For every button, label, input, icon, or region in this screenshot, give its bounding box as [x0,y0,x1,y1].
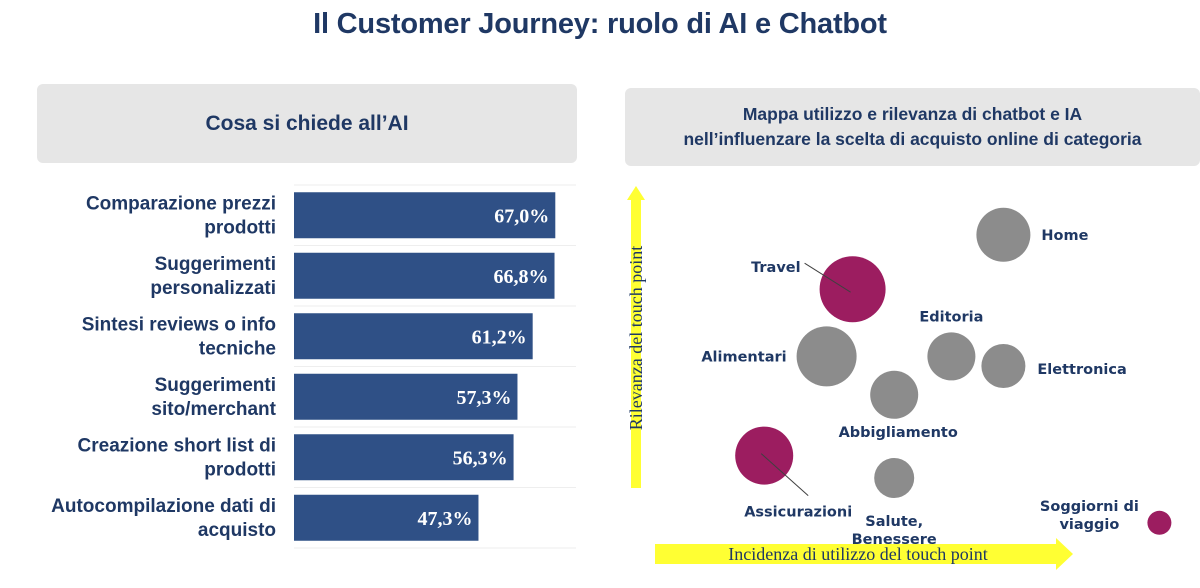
bubble-label: viaggio [1059,517,1119,533]
bar-value-label: 67,0% [494,205,549,227]
bubble-chart: Incidenza di utilizzo del touch point Ri… [626,186,1171,570]
bar-category-label: Autocompilazione dati di [51,496,276,517]
bubble [870,371,918,419]
bubble-label: Elettronica [1037,362,1126,378]
bar-value-label: 66,8% [494,266,549,288]
bubble-label: Benessere [852,532,937,548]
bubble-label: Abbigliamento [839,425,958,441]
bubble-label: Alimentari [701,349,786,365]
bar-value-label: 57,3% [456,387,511,409]
bar-category-label: prodotti [204,217,276,238]
y-axis-arrowhead [627,186,645,200]
bar-value-label: 47,3% [417,508,472,530]
x-axis-arrowhead [1056,538,1073,570]
bar-chart: 67,0% Comparazione prezzi prodotti 66,8% Sug… [51,185,576,548]
bar-value-label: 56,3% [453,447,508,469]
bubble [874,458,914,498]
bar-category-label: Comparazione prezzi [86,193,276,214]
bubble [820,256,886,322]
bubble-label: Editoria [919,309,983,325]
bubble [976,208,1030,262]
bubble-label: Assicurazioni [744,505,852,521]
bubble [1147,511,1171,535]
y-axis-label: Rilevanza del touch point [626,246,646,430]
bar-category-label: acquisto [198,520,276,541]
bar-category-label: Suggerimenti [155,254,276,275]
bar-category-label: Suggerimenti [155,375,276,396]
bubble-label: Soggiorni di [1040,499,1139,515]
bubble [735,427,793,485]
bubble [927,332,975,380]
bubble-label: Salute, [865,514,923,530]
bar-category-label: prodotti [204,459,276,480]
bar-category-label: personalizzati [150,278,276,299]
bar-category-label: sito/merchant [151,399,276,420]
bubble-label: Travel [751,260,801,276]
bubble [981,344,1025,388]
bar-category-label: tecniche [199,338,276,359]
bubble-label: Home [1041,228,1088,244]
bubble [797,326,857,386]
bar-value-label: 61,2% [472,326,527,348]
bar-category-label: Sintesi reviews o info [82,314,276,335]
bar-category-label: Creazione short list di [78,435,276,456]
